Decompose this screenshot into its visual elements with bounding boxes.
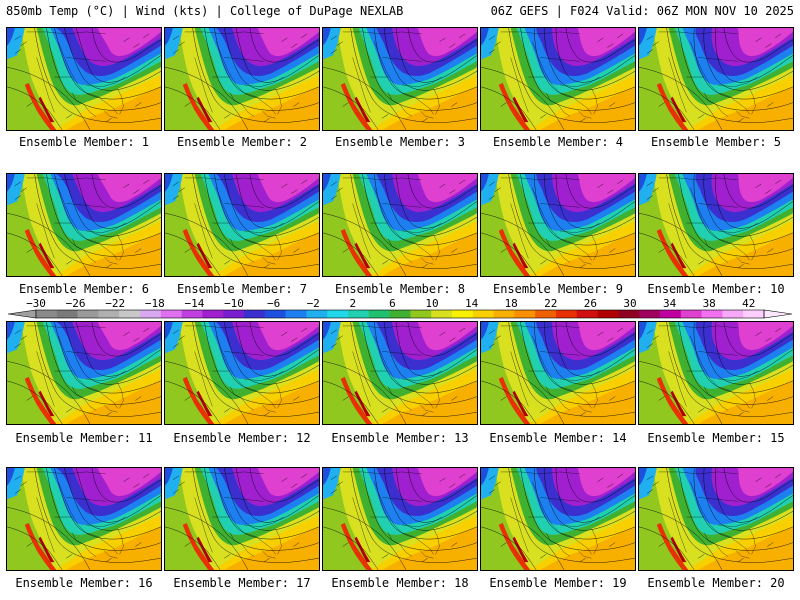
colorbar-swatch	[535, 310, 557, 318]
ensemble-member-label: Ensemble Member: 1	[18, 135, 150, 149]
ensemble-member-label: Ensemble Member: 2	[176, 135, 308, 149]
colorbar-swatch	[452, 310, 474, 318]
colorbar-tick-label: −18	[144, 297, 165, 310]
colorbar-swatch	[160, 310, 182, 318]
colorbar-tick-label: 6	[389, 297, 396, 310]
ensemble-member-map-17	[164, 467, 320, 571]
colorbar-swatch	[722, 310, 744, 318]
colorbar-tick-label: −10	[224, 297, 244, 310]
ensemble-member-label: Ensemble Member: 19	[489, 576, 627, 590]
ensemble-member-label: Ensemble Member: 11	[15, 431, 153, 445]
colorbar-arrow-left	[7, 309, 37, 319]
colorbar-swatch	[306, 310, 328, 318]
colorbar-swatch	[56, 310, 78, 318]
ensemble-member-map-8	[322, 173, 478, 277]
ensemble-member-map-10	[638, 173, 794, 277]
colorbar-swatch	[119, 310, 141, 318]
ensemble-member-map-14	[480, 321, 636, 425]
ensemble-member-label: Ensemble Member: 10	[647, 282, 785, 296]
colorbar-swatch	[514, 310, 536, 318]
ensemble-member-map-2	[164, 27, 320, 131]
colorbar-tick-label: −26	[65, 297, 86, 310]
ensemble-member-label: Ensemble Member: 4	[492, 135, 624, 149]
colorbar-tick-label: −6	[266, 297, 281, 310]
colorbar-swatch	[244, 310, 266, 318]
ensemble-member-map-12	[164, 321, 320, 425]
colorbar-tick-label: 2	[349, 297, 357, 310]
colorbar-swatch	[431, 310, 453, 318]
colorbar-swatch	[140, 310, 162, 318]
ensemble-member-label: Ensemble Member: 6	[18, 282, 150, 296]
header-title: 850mb Temp (°C) | Wind (kts) | College o…	[6, 4, 404, 18]
colorbar-swatch	[327, 310, 349, 318]
colorbar-tick-label: 26	[583, 297, 598, 310]
ensemble-member-label: Ensemble Member: 13	[331, 431, 469, 445]
colorbar-tick-label: 38	[702, 297, 716, 310]
colorbar-tick-label: 18	[504, 297, 518, 310]
colorbar-tick-label: −14	[184, 297, 205, 310]
ensemble-member-map-9	[480, 173, 636, 277]
colorbar-tick-label: 10	[425, 297, 439, 310]
colorbar-swatch	[264, 310, 286, 318]
ensemble-member-map-11	[6, 321, 162, 425]
temperature-colorbar	[7, 309, 793, 319]
ensemble-member-label: Ensemble Member: 7	[176, 282, 308, 296]
colorbar-swatch	[410, 310, 432, 318]
ensemble-member-map-7	[164, 173, 320, 277]
ensemble-member-map-15	[638, 321, 794, 425]
colorbar-swatch	[36, 310, 58, 318]
colorbar-swatch	[680, 310, 702, 318]
colorbar-swatch	[576, 310, 598, 318]
colorbar-swatch	[77, 310, 99, 318]
colorbar-tick-label: −22	[105, 297, 126, 310]
ensemble-member-map-4	[480, 27, 636, 131]
ensemble-member-label: Ensemble Member: 17	[173, 576, 311, 590]
ensemble-member-label: Ensemble Member: 8	[334, 282, 466, 296]
ensemble-member-label: Ensemble Member: 14	[489, 431, 627, 445]
ensemble-member-map-13	[322, 321, 478, 425]
colorbar-tick-label: 30	[623, 297, 637, 310]
ensemble-member-map-16	[6, 467, 162, 571]
ensemble-member-map-20	[638, 467, 794, 571]
ensemble-member-label: Ensemble Member: 16	[15, 576, 153, 590]
colorbar-tick-label: 42	[742, 297, 756, 310]
colorbar-swatch	[389, 310, 411, 318]
ensemble-member-map-18	[322, 467, 478, 571]
ensemble-member-label: Ensemble Member: 20	[647, 576, 785, 590]
ensemble-member-map-1	[6, 27, 162, 131]
colorbar-swatch	[618, 310, 640, 318]
ensemble-member-map-6	[6, 173, 162, 277]
colorbar-swatch	[597, 310, 619, 318]
colorbar-swatch	[472, 310, 494, 318]
colorbar-swatch	[98, 310, 120, 318]
colorbar-swatch	[701, 310, 723, 318]
colorbar-swatch	[223, 310, 245, 318]
colorbar-swatch	[181, 310, 203, 318]
colorbar-tick-label: 34	[662, 297, 677, 310]
ensemble-member-map-19	[480, 467, 636, 571]
header-valid-time: 06Z GEFS | F024 Valid: 06Z MON NOV 10 20…	[490, 4, 794, 18]
ensemble-member-label: Ensemble Member: 5	[650, 135, 782, 149]
colorbar-swatch	[639, 310, 661, 318]
colorbar-swatch	[493, 310, 515, 318]
colorbar-swatch	[743, 310, 765, 318]
ensemble-member-label: Ensemble Member: 18	[331, 576, 469, 590]
colorbar-tick-label: −2	[306, 297, 320, 310]
ensemble-member-map-5	[638, 27, 794, 131]
colorbar-swatch	[285, 310, 307, 318]
colorbar-arrow-right	[763, 309, 793, 319]
ensemble-member-label: Ensemble Member: 12	[173, 431, 311, 445]
colorbar-swatch	[556, 310, 578, 318]
colorbar-swatch	[202, 310, 224, 318]
colorbar-swatch	[660, 310, 682, 318]
colorbar-tick-label: 14	[464, 297, 479, 310]
ensemble-member-map-3	[322, 27, 478, 131]
ensemble-member-label: Ensemble Member: 3	[334, 135, 466, 149]
colorbar-swatch	[368, 310, 390, 318]
ensemble-member-label: Ensemble Member: 9	[492, 282, 624, 296]
ensemble-member-label: Ensemble Member: 15	[647, 431, 785, 445]
colorbar-swatch	[348, 310, 370, 318]
colorbar-tick-label: 22	[544, 297, 558, 310]
colorbar-tick-label: −30	[26, 297, 46, 310]
